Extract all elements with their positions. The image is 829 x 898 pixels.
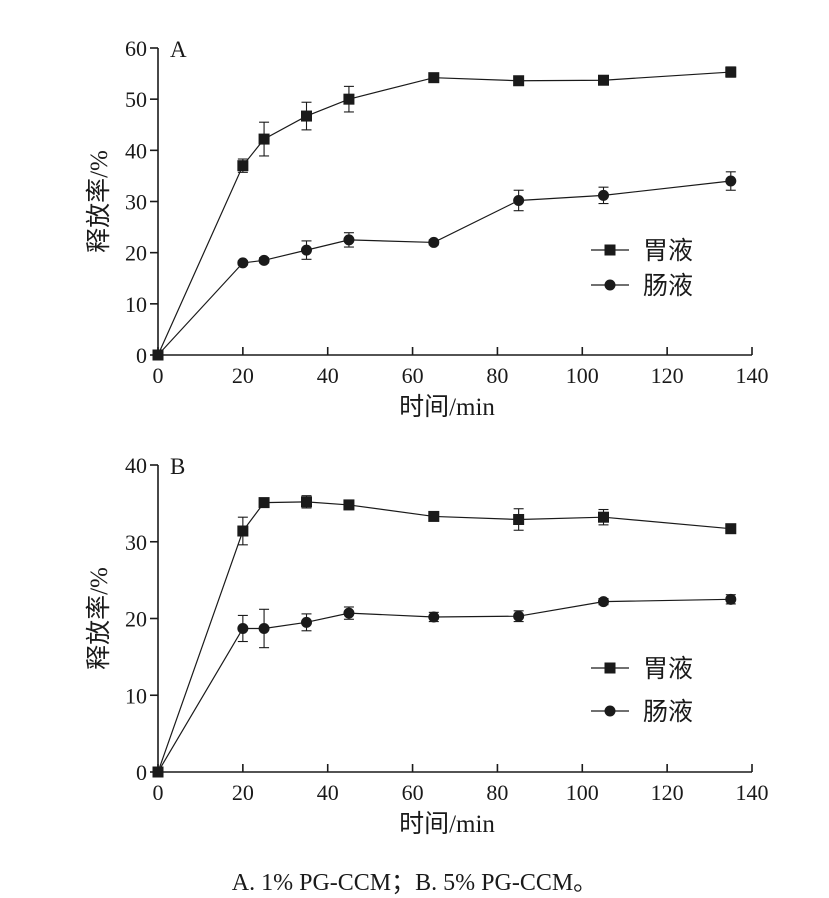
data-point-circle <box>258 254 270 266</box>
y-tick-label: 10 <box>125 683 147 708</box>
y-tick-label: 20 <box>125 607 147 632</box>
data-point-square <box>258 133 270 145</box>
data-point-square <box>428 72 440 84</box>
data-point-circle <box>725 175 737 187</box>
y-tick-label: 40 <box>125 453 147 478</box>
data-point-circle <box>301 616 312 628</box>
data-point-circle <box>428 236 440 248</box>
y-tick-label: 20 <box>125 241 147 266</box>
series-line <box>157 71 731 356</box>
legend-label: 胃液 <box>643 655 693 683</box>
data-point-circle <box>343 607 355 619</box>
data-point-circle <box>152 349 164 361</box>
x-tick-label: 0 <box>153 363 164 388</box>
data-point-circle <box>598 596 609 608</box>
x-tick-label: 20 <box>232 780 254 805</box>
y-axis-title: 释放率/% <box>85 150 113 253</box>
data-point-square <box>343 93 355 105</box>
legend-marker-circle <box>604 705 616 717</box>
panel-b-chart: 0 10 20 30 40 0 20 40 60 80 100 120 140 B 时间/min 释放率/% 胃… <box>85 453 769 838</box>
data-point-square <box>343 499 355 511</box>
x-tick-label: 40 <box>317 363 339 388</box>
data-point-circle <box>343 234 355 246</box>
y-tick-label: 40 <box>125 138 147 163</box>
x-tick-label: 120 <box>651 363 684 388</box>
series-胃液 <box>152 495 737 778</box>
y-tick-label: 50 <box>125 87 147 112</box>
x-tick-label: 40 <box>317 780 339 805</box>
data-point-circle <box>598 189 609 201</box>
panel-label: A <box>170 37 187 62</box>
panel-label: B <box>170 454 185 479</box>
data-point-square <box>258 497 270 509</box>
series-line <box>157 501 731 773</box>
x-tick-label: 120 <box>651 780 684 805</box>
y-tick-label: 0 <box>136 343 147 368</box>
legend-marker-square <box>604 662 616 674</box>
legend-label: 胃液 <box>643 237 693 265</box>
data-point-circle <box>428 611 440 623</box>
legend-label: 肠液 <box>643 272 693 300</box>
x-axis-title: 时间/min <box>399 393 495 421</box>
x-tick-label: 20 <box>232 363 254 388</box>
data-point-square <box>301 496 312 508</box>
y-tick-label: 0 <box>136 760 147 785</box>
data-point-square <box>301 110 312 122</box>
data-point-circle <box>237 257 249 269</box>
y-tick-label: 10 <box>125 292 147 317</box>
series-胃液 <box>152 66 737 361</box>
data-point-circle <box>513 194 525 206</box>
y-tick-label: 30 <box>125 530 147 555</box>
data-point-square <box>598 511 609 523</box>
data-point-square <box>725 523 737 535</box>
data-point-circle <box>513 610 525 622</box>
data-point-square <box>598 74 609 86</box>
data-point-circle <box>152 766 164 778</box>
y-tick-label: 30 <box>125 190 147 215</box>
data-point-square <box>237 525 249 537</box>
y-tick-label: 60 <box>125 36 147 61</box>
x-tick-label: 60 <box>402 780 424 805</box>
x-tick-label: 0 <box>153 780 164 805</box>
x-tick-label: 60 <box>402 363 424 388</box>
legend-marker-circle <box>604 279 616 291</box>
panel-a-chart: 0 10 20 30 40 50 60 0 20 40 60 80 100 120 140 A 时间/min 释放… <box>85 36 769 421</box>
data-point-circle <box>301 244 312 256</box>
data-point-circle <box>725 593 737 605</box>
x-tick-label: 80 <box>486 363 508 388</box>
data-point-square <box>513 75 525 87</box>
data-point-circle <box>237 622 249 634</box>
x-tick-label: 80 <box>486 780 508 805</box>
series-肠液 <box>152 593 737 778</box>
series-肠液 <box>152 171 737 361</box>
legend-marker-square <box>604 244 616 256</box>
legend-label: 肠液 <box>643 698 693 726</box>
x-tick-label: 100 <box>566 363 599 388</box>
data-point-square <box>725 66 737 78</box>
x-tick-label: 140 <box>736 363 769 388</box>
figure-caption: A. 1% PG-CCM；B. 5% PG-CCM。 <box>231 870 598 896</box>
x-tick-label: 100 <box>566 780 599 805</box>
data-point-square <box>237 160 249 172</box>
y-axis-title: 释放率/% <box>85 567 113 670</box>
data-point-circle <box>258 622 270 634</box>
data-point-square <box>428 510 440 522</box>
x-axis-title: 时间/min <box>399 810 495 838</box>
x-tick-label: 140 <box>736 780 769 805</box>
data-point-square <box>513 513 525 525</box>
